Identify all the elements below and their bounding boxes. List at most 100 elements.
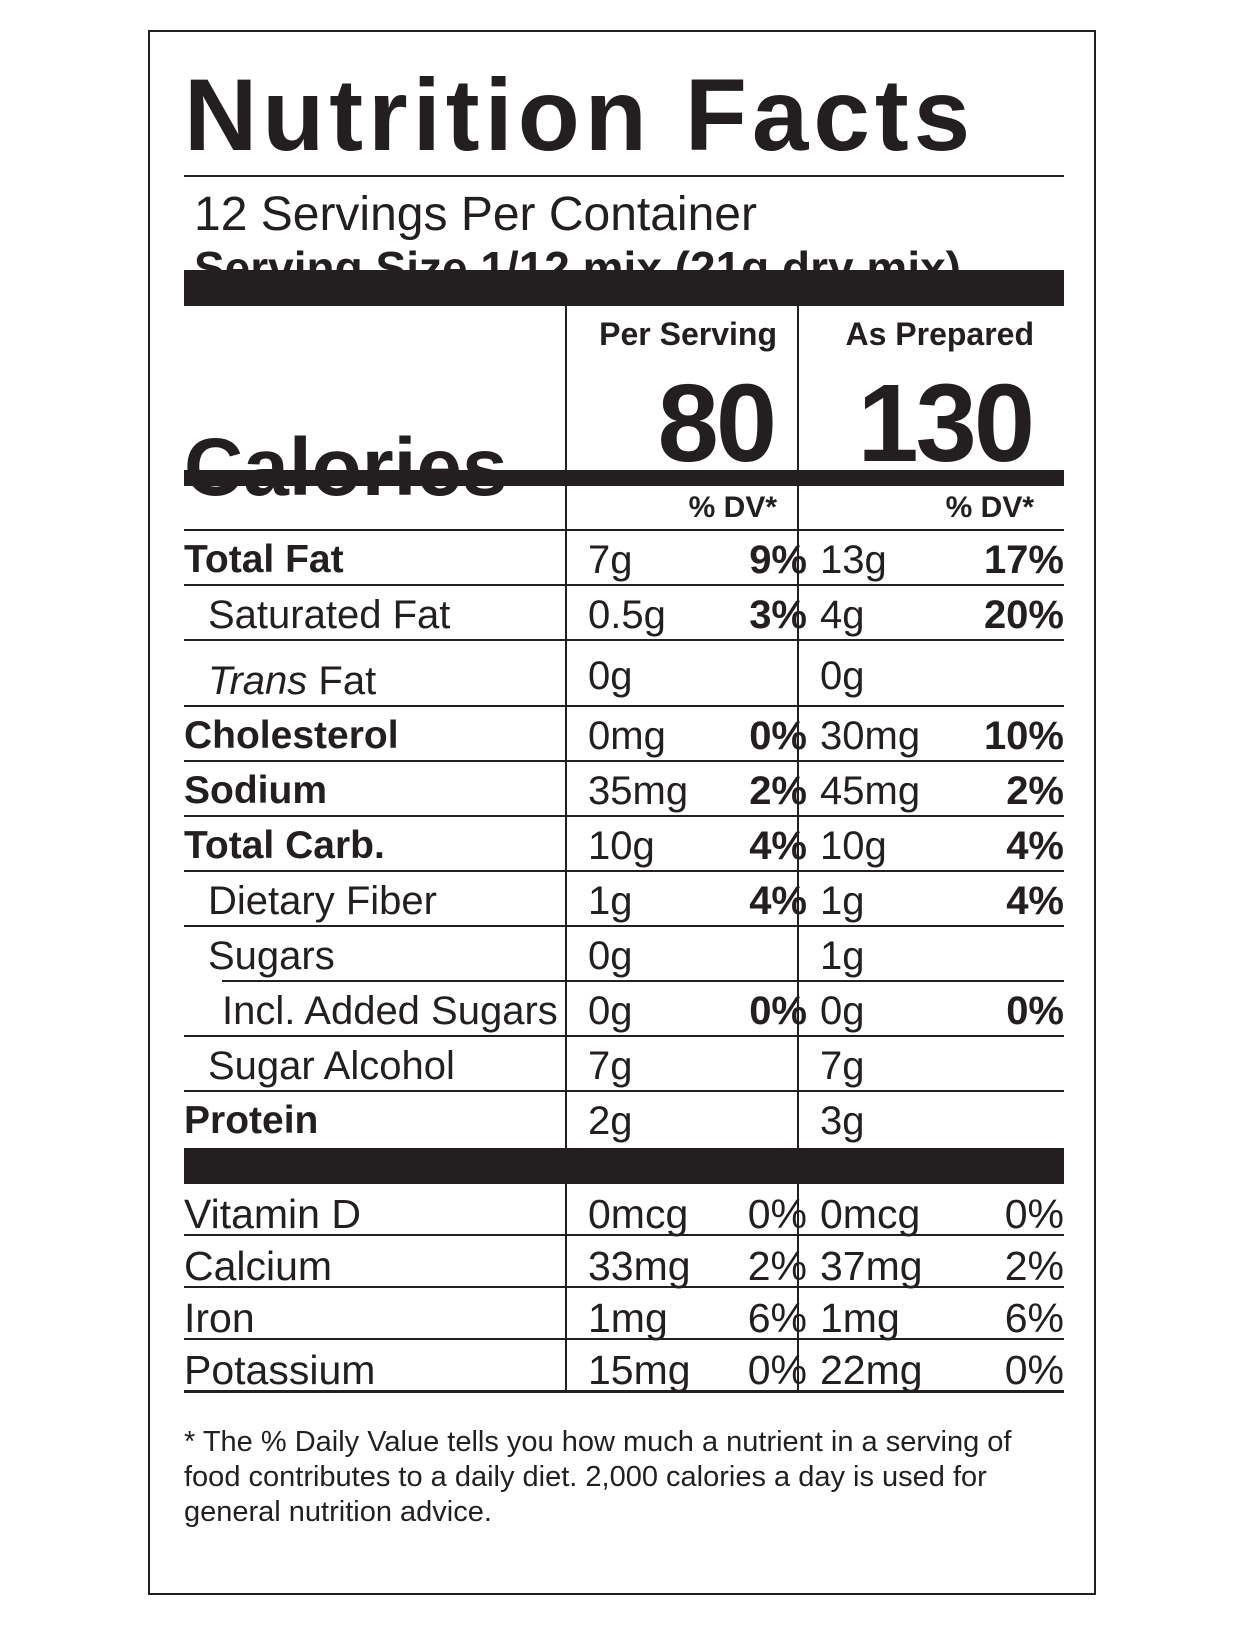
as-prepared-dv: 2% <box>1004 1243 1064 1289</box>
row-rule <box>184 1035 1064 1037</box>
as-prepared-amount: 3g <box>820 1099 865 1143</box>
as-prepared-amount: 7g <box>820 1044 865 1088</box>
dv-header-as-prepared: % DV* <box>945 491 1034 524</box>
row-rule <box>184 1286 1064 1288</box>
per-serving-dv: 0% <box>749 714 807 758</box>
nutrient-name: Protein <box>184 1099 319 1142</box>
column-separator-2 <box>797 306 799 1393</box>
vitamin-row-potassium: Potassium 15mg 0% 22mg 0% <box>184 1340 1064 1393</box>
vitamin-name: Potassium <box>184 1347 376 1393</box>
as-prepared-dv: 0% <box>1006 989 1064 1033</box>
vitamin-row-vitamin-d: Vitamin D 0mcg 0% 0mcg 0% <box>184 1184 1064 1237</box>
footnote: * The % Daily Value tells you how much a… <box>184 1426 1012 1528</box>
nutrient-name: Total Fat <box>184 538 344 581</box>
as-prepared-amount: 1g <box>820 934 865 978</box>
calories-bar <box>184 470 1064 486</box>
nutrient-row-sugars: Sugars 0g 1g <box>184 927 1064 982</box>
as-prepared-amount: 13g <box>820 538 887 582</box>
as-prepared-amount: 0mcg <box>820 1191 921 1237</box>
per-serving-dv: 4% <box>749 879 807 923</box>
per-serving-amount: 2g <box>588 1099 633 1143</box>
per-serving-dv: 0% <box>747 1347 807 1393</box>
nutrient-name: Total Carb. <box>184 824 385 867</box>
per-serving-amount: 15mg <box>588 1347 691 1393</box>
as-prepared-amount: 0g <box>820 654 865 698</box>
as-prepared-dv: 4% <box>1006 879 1064 923</box>
column-separator-1 <box>565 306 567 1393</box>
per-serving-dv: 4% <box>749 824 807 868</box>
vitamin-name: Calcium <box>184 1243 333 1289</box>
thick-bar-vitamins <box>184 1148 1064 1184</box>
per-serving-dv: 2% <box>749 769 807 813</box>
header-as-prepared: As Prepared <box>845 316 1034 352</box>
nutrient-row-total-fat: Total Fat 7g 9% 13g 17% <box>184 531 1064 586</box>
vitamin-name: Iron <box>184 1295 255 1341</box>
row-rule <box>184 639 1064 641</box>
per-serving-dv: 2% <box>747 1243 807 1289</box>
row-rule <box>184 870 1064 872</box>
nutrient-name: Cholesterol <box>184 714 399 757</box>
as-prepared-amount: 1g <box>820 879 865 923</box>
as-prepared-dv: 0% <box>1004 1191 1064 1237</box>
as-prepared-amount: 22mg <box>820 1347 923 1393</box>
row-rule <box>184 815 1064 817</box>
title-rule <box>184 175 1064 177</box>
row-rule <box>184 760 1064 762</box>
per-serving-dv: 6% <box>747 1295 807 1341</box>
nutrient-name: Sodium <box>184 769 327 812</box>
per-serving-amount: 1g <box>588 879 633 923</box>
per-serving-amount: 0g <box>588 934 633 978</box>
as-prepared-dv: 10% <box>983 714 1064 758</box>
as-prepared-dv: 4% <box>1006 824 1064 868</box>
nutrient-row-sodium: Sodium 35mg 2% 45mg 2% <box>184 762 1064 817</box>
nutrient-row-protein: Protein 2g 3g <box>184 1092 1064 1147</box>
nutrient-name: Saturated Fat <box>208 593 451 637</box>
nutrient-row-dietary-fiber: Dietary Fiber 1g 4% 1g 4% <box>184 872 1064 927</box>
nutrient-name: Trans Fat <box>208 641 376 707</box>
row-rule <box>184 705 1064 707</box>
as-prepared-dv: 6% <box>1004 1295 1064 1341</box>
as-prepared-amount: 30mg <box>820 714 921 758</box>
row-rule <box>184 1390 1064 1393</box>
row-rule <box>184 1090 1064 1092</box>
vitamin-name: Vitamin D <box>184 1191 361 1237</box>
as-prepared-amount: 0g <box>820 989 865 1033</box>
row-rule <box>184 1338 1064 1340</box>
nutrient-name-rest: Fat <box>307 659 377 703</box>
dv-header-per-serving: % DV* <box>688 491 777 524</box>
nutrient-name: Sugars <box>208 934 335 978</box>
nutrient-row-saturated-fat: Saturated Fat 0.5g 3% 4g 20% <box>184 586 1064 641</box>
per-serving-amount: 10g <box>588 824 655 868</box>
per-serving-dv: 3% <box>749 593 807 637</box>
thick-bar-top <box>184 270 1064 306</box>
per-serving-amount: 0.5g <box>588 593 666 637</box>
per-serving-dv: 9% <box>749 538 807 582</box>
per-serving-dv: 0% <box>749 989 807 1033</box>
per-serving-amount: 0mg <box>588 714 666 758</box>
header-per-serving: Per Serving <box>599 316 777 352</box>
as-prepared-amount: 4g <box>820 593 865 637</box>
per-serving-amount: 7g <box>588 1044 633 1088</box>
calories-per-serving: 80 <box>657 362 777 485</box>
as-prepared-dv: 20% <box>983 593 1064 637</box>
row-rule <box>184 584 1064 586</box>
vitamin-row-calcium: Calcium 33mg 2% 37mg 2% <box>184 1236 1064 1289</box>
as-prepared-amount: 10g <box>820 824 887 868</box>
row-rule <box>222 980 1064 982</box>
per-serving-amount: 1mg <box>588 1295 668 1341</box>
as-prepared-dv: 2% <box>1006 769 1064 813</box>
nutrient-row-trans-fat: Trans Fat 0g 0g <box>184 641 1064 707</box>
row-rule <box>184 925 1064 927</box>
nutrient-name: Incl. Added Sugars <box>222 989 558 1033</box>
as-prepared-dv: 0% <box>1004 1347 1064 1393</box>
nutrient-row-total-carb: Total Carb. 10g 4% 10g 4% <box>184 817 1064 872</box>
per-serving-dv: 0% <box>747 1191 807 1237</box>
row-rule <box>184 1234 1064 1236</box>
calories-as-prepared: 130 <box>857 362 1035 485</box>
nutrition-facts-label: Nutrition Facts 12 Servings Per Containe… <box>148 30 1096 1595</box>
per-serving-amount: 0g <box>588 989 633 1033</box>
nutrient-name: Dietary Fiber <box>208 879 437 923</box>
nutrient-row-added-sugars: Incl. Added Sugars 0g 0% 0g 0% <box>184 982 1064 1037</box>
as-prepared-amount: 45mg <box>820 769 921 813</box>
as-prepared-amount: 37mg <box>820 1243 923 1289</box>
